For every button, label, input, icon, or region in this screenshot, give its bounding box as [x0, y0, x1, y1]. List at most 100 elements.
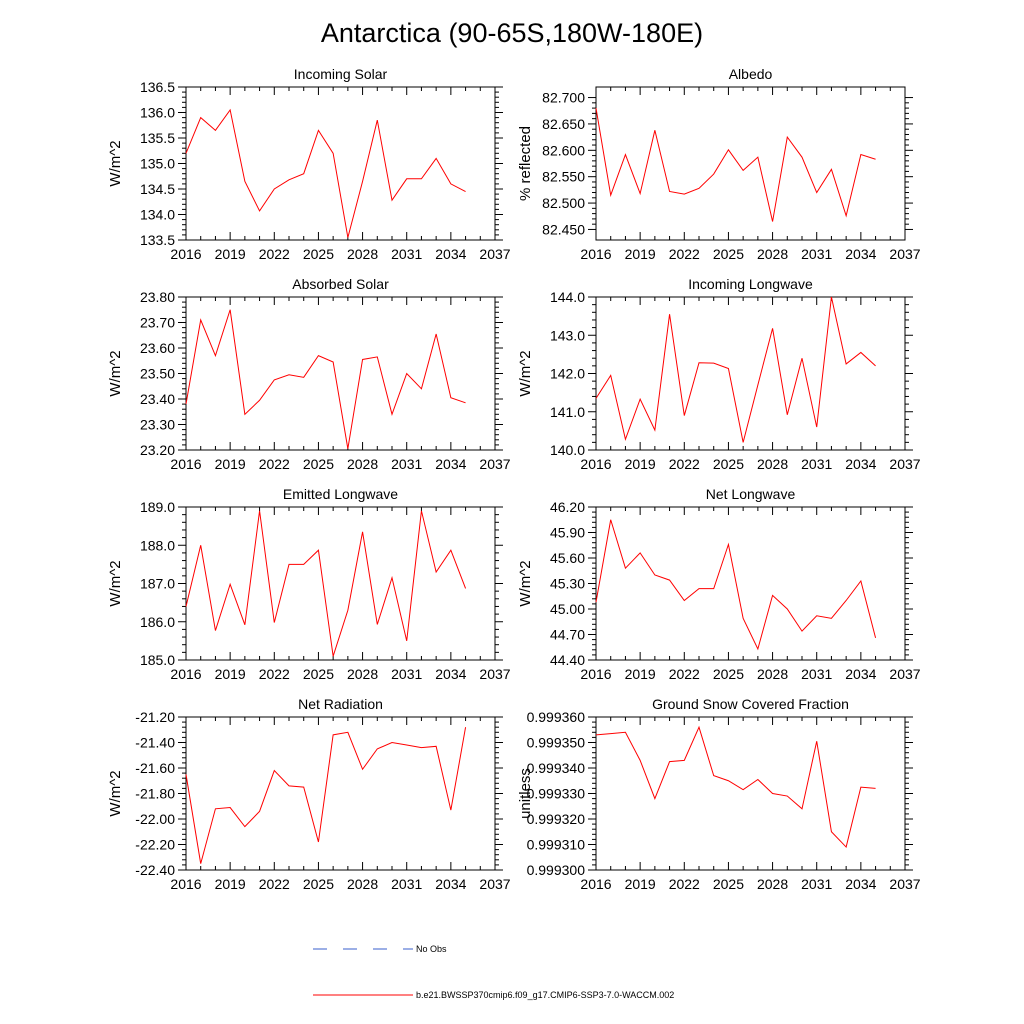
x-tick-label: 2025: [713, 246, 744, 262]
x-tick-label: 2034: [845, 876, 876, 892]
y-tick-label: 136.5: [140, 79, 175, 95]
y-axis-label: W/m^2: [517, 560, 534, 606]
y-tick-label: 23.50: [140, 366, 175, 382]
x-tick-label: 2037: [889, 246, 920, 262]
x-tick-label: 2016: [170, 246, 201, 262]
plot-frame: [185, 296, 496, 451]
legend-obs-label: No Obs: [416, 944, 447, 954]
x-tick-label: 2019: [215, 876, 246, 892]
y-tick-label: 189.0: [140, 499, 175, 515]
x-tick-label: 2022: [259, 666, 290, 682]
y-tick-label: -21.40: [135, 735, 175, 751]
y-axis-label: W/m^2: [107, 560, 124, 606]
x-tick-label: 2022: [259, 876, 290, 892]
panel-title: Net Longwave: [706, 486, 796, 502]
y-tick-label: 82.500: [542, 195, 585, 211]
y-tick-label: -21.60: [135, 760, 175, 776]
y-tick-label: 140.0: [550, 442, 585, 458]
panel-6: Net Longwave W/m^2 2016 2019 2022 2025 2028 203…: [517, 486, 921, 682]
panel-3: Absorbed Solar W/m^2 2016 2019 2022 2025 2028 2…: [107, 276, 511, 472]
x-tick-label: 2031: [391, 666, 422, 682]
panel-2: Albedo % reflected 2016 2019 2022 2025 2028 203…: [517, 66, 921, 262]
y-tick-label: 44.70: [550, 627, 585, 643]
panel-title: Incoming Solar: [294, 66, 388, 82]
y-tick-label: 23.70: [140, 315, 175, 331]
y-tick-label: 82.700: [542, 90, 585, 106]
x-tick-label: 2025: [303, 666, 334, 682]
series-line: [595, 725, 876, 849]
x-tick-label: 2034: [435, 666, 466, 682]
x-tick-label: 2028: [757, 246, 788, 262]
y-tick-label: 45.60: [550, 550, 585, 566]
x-tick-label: 2016: [170, 666, 201, 682]
x-tick-label: 2037: [889, 456, 920, 472]
y-tick-label: 0.999350: [527, 735, 586, 751]
x-tick-label: 2016: [580, 876, 611, 892]
y-tick-label: 185.0: [140, 652, 175, 668]
x-tick-label: 2034: [845, 246, 876, 262]
plot-frame: [595, 86, 906, 241]
y-tick-label: 82.550: [542, 169, 585, 185]
plot-frame: [595, 716, 906, 871]
legend: No Obs b.e21.BWSSP370cmip6.f09_g17.CMIP6…: [313, 944, 674, 1000]
y-tick-label: 0.999330: [527, 786, 586, 802]
x-tick-label: 2019: [625, 246, 656, 262]
x-tick-label: 2025: [713, 456, 744, 472]
y-tick-label: 144.0: [550, 289, 585, 305]
y-axis-label: % reflected: [517, 126, 534, 201]
x-tick-label: 2022: [259, 456, 290, 472]
y-tick-label: -21.20: [135, 709, 175, 725]
x-tick-label: 2037: [479, 456, 510, 472]
y-tick-label: 0.999360: [527, 709, 586, 725]
x-tick-label: 2031: [391, 876, 422, 892]
y-tick-label: 82.450: [542, 221, 585, 237]
x-tick-label: 2037: [889, 666, 920, 682]
y-tick-label: 46.20: [550, 499, 585, 515]
x-tick-label: 2028: [347, 456, 378, 472]
panel-title: Ground Snow Covered Fraction: [652, 696, 849, 712]
x-tick-label: 2031: [391, 456, 422, 472]
y-tick-label: -22.20: [135, 837, 175, 853]
x-tick-label: 2031: [801, 666, 832, 682]
x-tick-label: 2019: [625, 666, 656, 682]
y-tick-label: 135.5: [140, 130, 175, 146]
x-tick-label: 2028: [347, 666, 378, 682]
panel-8: Ground Snow Covered Fraction unitless 2016…: [517, 696, 921, 892]
panel-title: Net Radiation: [298, 696, 383, 712]
panel-1: Incoming Solar W/m^2 2016 2019 2022 2025 2028 2…: [107, 66, 511, 262]
y-tick-label: 134.5: [140, 181, 175, 197]
y-axis-label: W/m^2: [107, 350, 124, 396]
x-tick-label: 2037: [479, 876, 510, 892]
x-tick-label: 2016: [580, 666, 611, 682]
x-tick-label: 2028: [757, 456, 788, 472]
x-tick-label: 2028: [757, 876, 788, 892]
x-tick-label: 2037: [889, 876, 920, 892]
y-tick-label: -22.00: [135, 811, 175, 827]
y-tick-label: 186.0: [140, 614, 175, 630]
y-tick-label: 188.0: [140, 537, 175, 553]
panel-title: Emitted Longwave: [283, 486, 398, 502]
x-tick-label: 2019: [625, 876, 656, 892]
y-tick-label: 143.0: [550, 327, 585, 343]
x-tick-label: 2016: [580, 456, 611, 472]
x-tick-label: 2028: [347, 876, 378, 892]
x-tick-label: 2016: [170, 876, 201, 892]
panel-4: Incoming Longwave W/m^2 2016 2019 2022 2025 20…: [517, 276, 921, 472]
x-tick-label: 2034: [845, 666, 876, 682]
x-tick-label: 2025: [713, 666, 744, 682]
y-tick-label: 134.0: [140, 207, 175, 223]
x-tick-label: 2025: [303, 876, 334, 892]
y-tick-label: 45.30: [550, 576, 585, 592]
figure-title: Antarctica (90-65S,180W-180E): [321, 18, 703, 48]
x-tick-label: 2016: [170, 456, 201, 472]
x-tick-label: 2034: [435, 246, 466, 262]
series-line: [595, 108, 876, 222]
x-tick-label: 2025: [303, 246, 334, 262]
series-line: [185, 309, 466, 449]
x-tick-label: 2022: [669, 456, 700, 472]
plot-frame: [185, 86, 496, 241]
panel-7: Net Radiation W/m^2 2016 2019 2022 2025 2028 20…: [107, 696, 511, 892]
series-line: [595, 519, 877, 651]
plot-frame: [595, 296, 906, 451]
